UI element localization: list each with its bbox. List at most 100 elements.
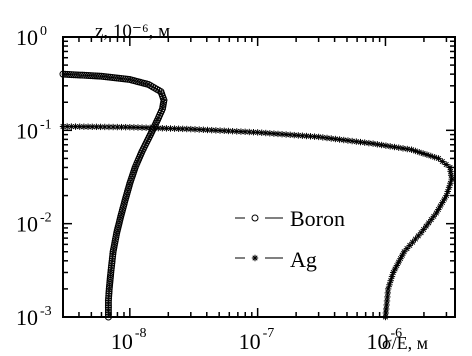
ag-marker-stroke: [370, 141, 376, 147]
ag-marker-stroke: [267, 130, 273, 136]
x-tick-label-exponent: -6: [390, 326, 402, 341]
ag-marker-stroke: [428, 216, 434, 223]
ag-marker-stroke: [196, 126, 202, 133]
y-tick-label-exponent: -3: [40, 304, 52, 319]
data-point-boron: [109, 252, 117, 260]
data-point-ag: [391, 265, 399, 273]
data-point-ag: [374, 141, 381, 148]
ag-marker-stroke: [353, 138, 359, 145]
ag-marker-stroke: [441, 196, 448, 202]
y-tick-label-exponent: -1: [40, 117, 52, 132]
ag-marker-stroke: [252, 255, 258, 261]
ag-marker-stroke: [311, 134, 318, 140]
ag-marker-stroke: [242, 129, 248, 135]
data-point-ag: [151, 124, 158, 132]
y-tick-label: 10: [16, 25, 38, 50]
data-point-boron: [117, 75, 125, 83]
data-point-ag: [171, 125, 178, 132]
ag-marker-stroke: [213, 127, 219, 133]
ag-marker-stroke: [229, 128, 236, 134]
data-point-ag: [417, 229, 425, 236]
data-point-ag: [134, 124, 142, 131]
ag-marker-stroke: [250, 129, 257, 135]
data-point-ag: [439, 158, 446, 165]
ag-marker-stroke: [81, 124, 87, 130]
ag-marker-stroke: [131, 124, 137, 130]
data-point-boron: [108, 74, 116, 82]
ag-marker-stroke: [299, 133, 305, 139]
data-point-boron: [124, 75, 132, 83]
ag-marker-stroke: [374, 141, 380, 147]
y-tick-label-exponent: -2: [40, 211, 52, 226]
ag-marker-stroke: [324, 135, 330, 141]
ag-marker-stroke: [192, 126, 198, 132]
data-point-boron: [104, 73, 112, 81]
ag-marker-stroke: [155, 125, 161, 131]
ag-marker-stroke: [159, 125, 165, 131]
ag-marker-stroke: [428, 153, 434, 159]
ag-marker-stroke: [97, 124, 104, 130]
ag-marker-stroke: [421, 226, 427, 233]
legend-entry-boron: Boron: [235, 206, 345, 231]
data-point-ag: [291, 131, 298, 139]
data-point-ag: [336, 136, 343, 143]
series-boron: [59, 70, 168, 321]
x-tick-label: 10: [239, 329, 261, 354]
data-point-boron: [104, 304, 112, 312]
ag-marker-stroke: [396, 145, 402, 151]
ag-marker-stroke: [423, 223, 429, 229]
data-point-ag: [422, 222, 430, 230]
legend-asterisk: [251, 254, 259, 262]
data-point-ag: [395, 144, 402, 151]
ag-marker-stroke: [139, 124, 145, 131]
ag-marker-stroke: [341, 137, 347, 143]
ag-marker-stroke: [400, 145, 406, 151]
data-point-ag: [126, 124, 134, 131]
data-point-ag: [353, 138, 360, 145]
ag-marker-stroke: [176, 126, 182, 132]
data-point-ag: [323, 134, 331, 142]
ag-marker-stroke: [357, 139, 364, 145]
data-point-ag: [63, 123, 71, 130]
ag-marker-stroke: [200, 127, 206, 133]
plot-area-frame: [62, 36, 456, 318]
ag-marker-stroke: [295, 132, 301, 139]
ag-marker-stroke: [408, 147, 415, 153]
ag-marker-stroke: [291, 132, 297, 138]
ag-marker-stroke: [163, 125, 170, 131]
ag-marker-stroke: [171, 126, 178, 132]
ag-marker-stroke: [439, 158, 445, 165]
ag-marker-stroke: [435, 206, 441, 213]
ag-marker-stroke: [114, 124, 120, 130]
data-point-ag: [430, 213, 437, 220]
data-point-ag: [216, 127, 224, 134]
data-point-boron: [102, 73, 110, 81]
ag-marker-stroke: [435, 155, 442, 162]
data-point-ag: [167, 125, 174, 132]
data-point-ag: [340, 136, 347, 144]
data-point-boron: [108, 257, 116, 265]
ag-marker-stroke: [209, 127, 215, 133]
data-point-ag: [80, 123, 88, 130]
ag-marker-stroke: [225, 128, 232, 134]
legend-label-boron: Boron: [290, 206, 345, 231]
data-point-ag: [179, 125, 186, 133]
data-point-boron: [113, 74, 121, 82]
ag-marker-stroke: [279, 131, 285, 137]
data-point-boron: [104, 299, 112, 307]
data-point-ag: [282, 131, 290, 138]
data-point-boron: [105, 290, 113, 298]
ag-marker-stroke: [64, 123, 70, 130]
data-point-boron: [108, 255, 116, 263]
legend-marker-ag: [251, 254, 259, 262]
x-tick-label: 10: [111, 329, 133, 354]
y-tick-label: 10: [16, 305, 38, 330]
ag-marker-stroke: [85, 124, 91, 130]
data-point-ag: [386, 281, 393, 288]
data-point-boron: [111, 74, 119, 82]
ag-marker-stroke: [328, 135, 334, 142]
ag-marker-stroke: [366, 140, 372, 146]
ag-marker-stroke: [432, 154, 438, 160]
ag-marker-stroke: [404, 146, 410, 152]
ag-marker-stroke: [345, 137, 351, 144]
